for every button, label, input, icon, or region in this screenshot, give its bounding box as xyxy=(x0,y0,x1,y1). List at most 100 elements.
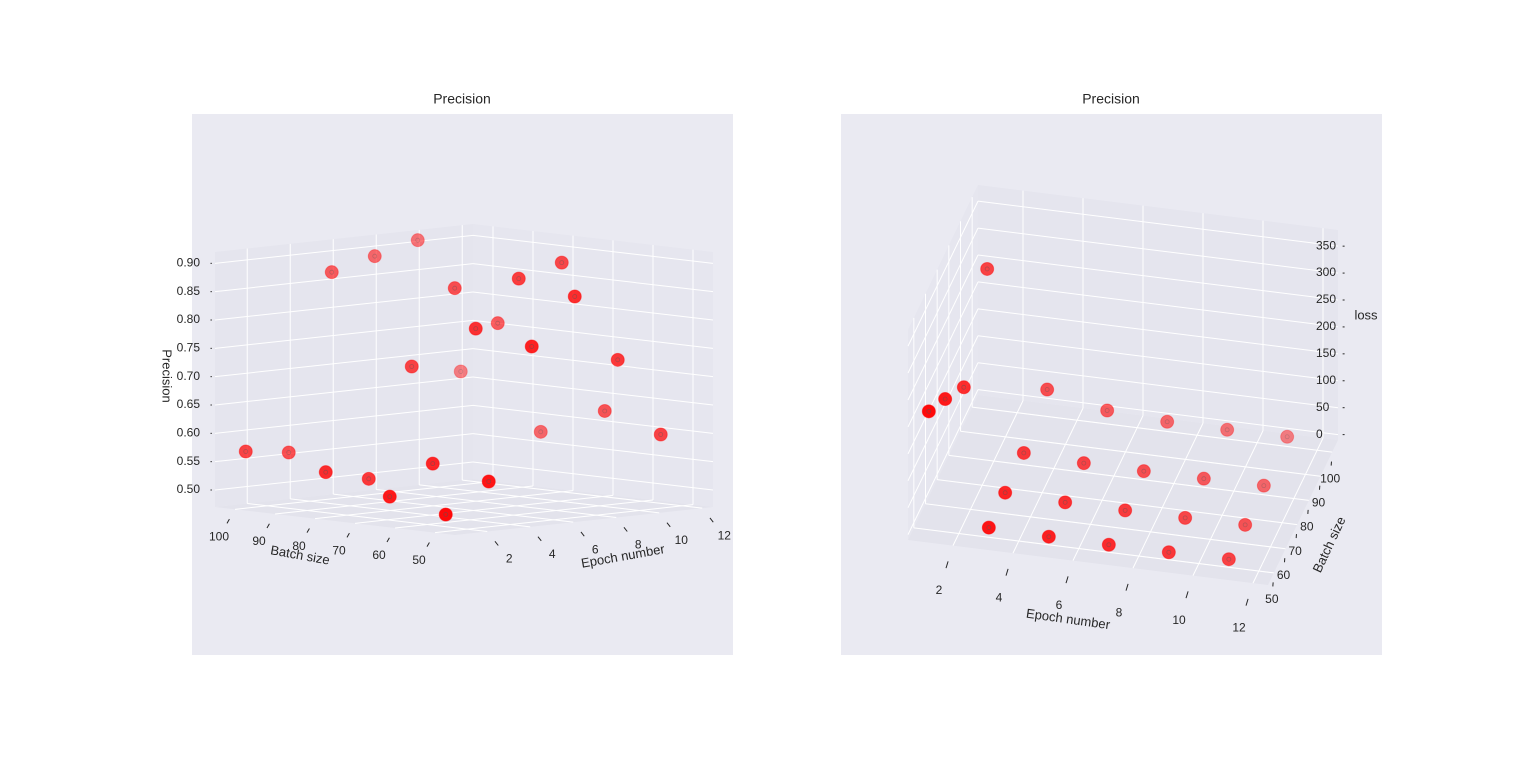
tick-label: 0.75 xyxy=(177,341,201,355)
grid-line xyxy=(472,263,714,293)
tick-label: 0.80 xyxy=(177,312,201,326)
grid-line xyxy=(214,404,474,434)
data-point xyxy=(361,471,376,486)
data-point xyxy=(511,271,526,286)
tick-mark xyxy=(1125,583,1129,591)
grid-line xyxy=(290,498,531,528)
point-center xyxy=(538,429,544,435)
point-center xyxy=(602,408,608,414)
point-center xyxy=(366,476,372,482)
tick-label: 2 xyxy=(936,583,943,597)
grid-line xyxy=(977,281,1339,328)
data-point xyxy=(567,289,582,304)
point-center xyxy=(1081,460,1087,466)
point-center xyxy=(458,369,464,374)
grid-line xyxy=(376,489,617,518)
data-point xyxy=(1101,537,1116,552)
tick-label: 2 xyxy=(506,552,513,566)
tick-label: 80 xyxy=(292,539,306,553)
data-point xyxy=(238,444,253,459)
data-point xyxy=(1016,445,1031,460)
grid-line xyxy=(314,490,574,520)
data-point xyxy=(1041,529,1056,544)
grid-line xyxy=(960,430,1321,477)
grid-line xyxy=(472,291,714,321)
grid-line xyxy=(354,494,614,524)
tick-label: 60 xyxy=(372,548,386,562)
data-point xyxy=(382,489,397,504)
tick-label: 50 xyxy=(1316,400,1330,414)
data-point xyxy=(324,265,339,280)
grid-line xyxy=(472,461,714,491)
tick-mark xyxy=(226,518,230,524)
grid-line xyxy=(472,376,714,406)
data-point xyxy=(404,359,419,374)
point-center xyxy=(372,253,378,259)
point-center xyxy=(243,449,249,454)
data-point xyxy=(1076,456,1091,471)
grid-line xyxy=(952,400,1024,546)
axis-label: Precision xyxy=(160,349,175,402)
data-point xyxy=(921,404,936,419)
data-point xyxy=(281,445,296,460)
tick-label: 100 xyxy=(1316,373,1336,387)
tick-label: 0.70 xyxy=(177,369,201,383)
chart-title: Precision xyxy=(1082,91,1140,107)
point-center xyxy=(1046,534,1052,540)
grid-line xyxy=(972,406,1333,453)
data-point xyxy=(1100,403,1115,418)
tick-label: 50 xyxy=(412,553,426,567)
tick-label: 350 xyxy=(1316,238,1336,252)
point-center xyxy=(495,320,501,326)
point-center xyxy=(452,285,458,291)
grid-line xyxy=(472,404,714,434)
tick-label: 8 xyxy=(635,538,642,552)
tick-mark xyxy=(494,540,499,546)
data-point xyxy=(554,255,569,270)
data-point xyxy=(453,364,468,379)
tick-label: 50 xyxy=(1265,592,1279,606)
point-center xyxy=(1261,483,1267,489)
grid-line xyxy=(274,485,534,515)
point-center xyxy=(323,469,329,475)
floor-pane xyxy=(908,395,1338,585)
point-center xyxy=(1141,468,1147,474)
grid-line xyxy=(925,503,1286,550)
tick-label: 90 xyxy=(252,534,266,548)
grid-line xyxy=(472,348,714,378)
point-center xyxy=(1166,549,1172,555)
point-center xyxy=(926,408,932,414)
point-center xyxy=(615,357,621,363)
tick-label: 0 xyxy=(1316,427,1323,441)
tick-label: 4 xyxy=(549,547,556,561)
data-point xyxy=(481,474,496,489)
data-point xyxy=(367,249,382,264)
grid-line xyxy=(419,484,660,514)
point-center xyxy=(415,237,421,243)
side-pane xyxy=(473,224,713,507)
data-point xyxy=(1280,429,1295,444)
point-center xyxy=(409,364,415,369)
chart-title: Precision xyxy=(433,91,491,107)
data-point xyxy=(524,339,539,354)
grid-line xyxy=(394,499,654,529)
point-center xyxy=(1242,522,1248,528)
point-center xyxy=(486,479,492,484)
tick-label: 10 xyxy=(1172,613,1186,627)
point-center xyxy=(1224,427,1230,433)
grid-line xyxy=(333,493,574,523)
point-center xyxy=(559,260,565,266)
data-point xyxy=(938,392,953,407)
grid-line xyxy=(977,389,1339,436)
grid-line xyxy=(434,504,694,534)
point-center xyxy=(1002,490,1008,496)
data-point xyxy=(1238,517,1253,532)
point-center xyxy=(658,432,664,437)
tick-mark xyxy=(945,561,949,569)
grid-line xyxy=(907,254,979,401)
tick-mark xyxy=(306,528,310,533)
tick-mark xyxy=(1065,576,1069,584)
point-center xyxy=(572,294,578,299)
tick-label: 60 xyxy=(1277,568,1291,582)
